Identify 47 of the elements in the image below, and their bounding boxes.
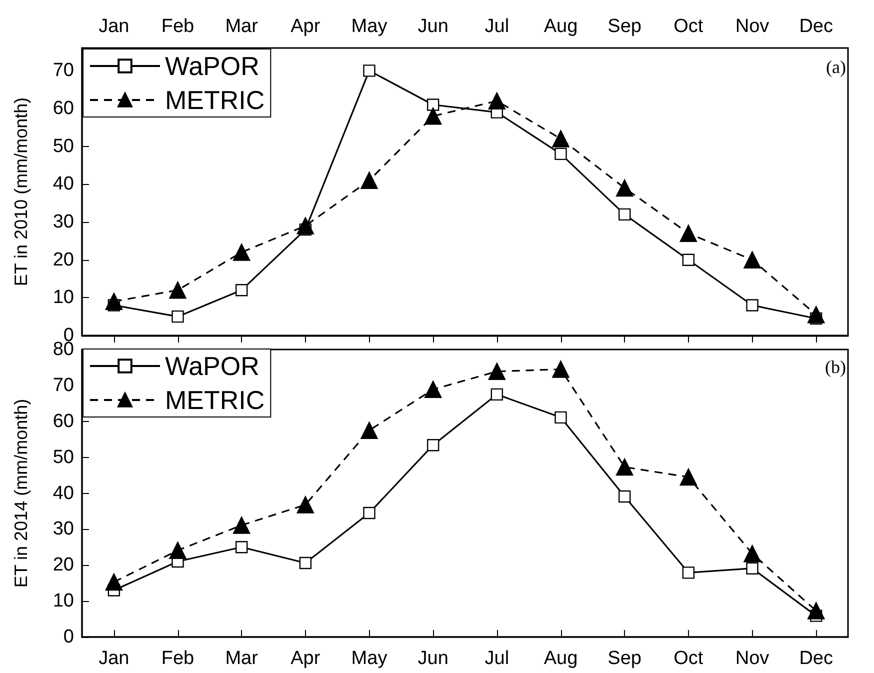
x-tick-label: May bbox=[351, 648, 388, 669]
x-tick-label: Apr bbox=[290, 16, 321, 37]
y-tick-label: 40 bbox=[52, 174, 74, 195]
y-tick-label: 70 bbox=[52, 60, 74, 82]
legend-label: WaPOR bbox=[165, 51, 260, 81]
y-tick-label: 50 bbox=[52, 446, 74, 468]
x-tick-label: Feb bbox=[161, 648, 194, 669]
y-tick-label: 40 bbox=[52, 482, 74, 504]
y-tick-label: 50 bbox=[52, 136, 74, 157]
legend-label: METRIC bbox=[165, 385, 265, 415]
x-tick-label: Nov bbox=[735, 648, 770, 669]
y-tick-label: 20 bbox=[52, 554, 74, 576]
y-tick-label: 20 bbox=[52, 249, 74, 270]
x-tick-label: Nov bbox=[735, 16, 770, 37]
y-tick-label: 70 bbox=[52, 374, 74, 396]
y-tick-label: 30 bbox=[52, 212, 74, 233]
y-tick-label: 0 bbox=[63, 626, 74, 648]
x-tick-label: Oct bbox=[674, 16, 704, 37]
x-tick-label: Oct bbox=[674, 648, 704, 669]
x-tick-label: Aug bbox=[544, 648, 578, 669]
x-tick-label: May bbox=[351, 16, 388, 37]
y-tick-label: 10 bbox=[52, 590, 74, 612]
x-tick-label: Feb bbox=[161, 16, 194, 37]
y-tick-label: 10 bbox=[52, 287, 74, 308]
x-tick-label: Jul bbox=[484, 648, 510, 669]
legend-label: METRIC bbox=[165, 85, 265, 115]
y-axis-title: ET in 2014 (mm/month) bbox=[11, 398, 31, 588]
x-tick-label: Mar bbox=[225, 648, 259, 669]
x-tick-label: Apr bbox=[290, 648, 321, 669]
y-tick-label: 60 bbox=[52, 410, 74, 432]
x-tick-label: Aug bbox=[544, 16, 578, 37]
legend-label: WaPOR bbox=[165, 351, 260, 381]
annotation: (b) bbox=[825, 357, 846, 377]
y-tick-label: 30 bbox=[52, 518, 74, 540]
x-tick-label: Sep bbox=[608, 648, 642, 669]
x-tick-label: Dec bbox=[799, 648, 833, 669]
annotation: (a) bbox=[826, 57, 846, 77]
x-tick-label: Dec bbox=[799, 16, 833, 37]
x-tick-label: Mar bbox=[225, 16, 259, 37]
x-tick-label: Jun bbox=[418, 16, 448, 37]
y-axis-title: ET in 2010 (mm/month) bbox=[11, 97, 31, 286]
x-tick-label: Jul bbox=[484, 16, 510, 37]
x-tick-label: Jan bbox=[98, 16, 130, 37]
x-tick-label: Jan bbox=[98, 648, 130, 669]
y-tick-label: 60 bbox=[52, 98, 74, 120]
x-tick-label: Jun bbox=[418, 648, 448, 669]
x-tick-label: Sep bbox=[608, 16, 642, 37]
